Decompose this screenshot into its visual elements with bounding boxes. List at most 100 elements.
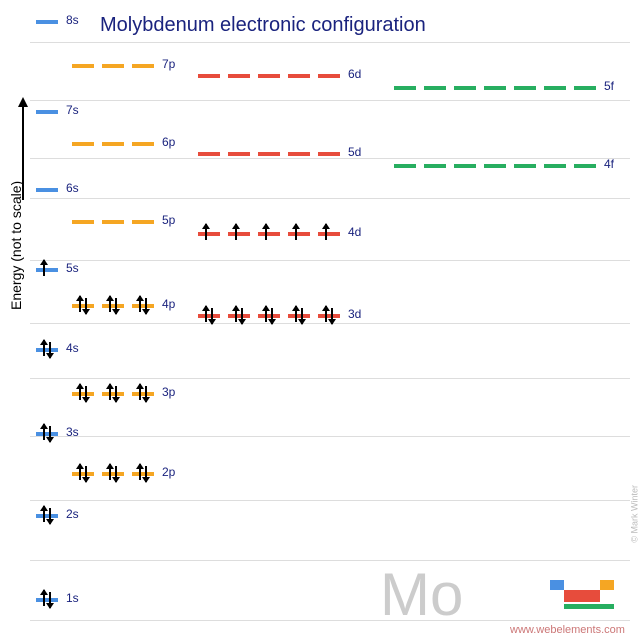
shell-label-1s: 1s [66,591,79,605]
orbital-4d [288,232,310,236]
electron-up [139,384,141,400]
electron-up [79,384,81,400]
orbital-7p [102,64,124,68]
energy-arrow [22,100,24,200]
electron-up [79,464,81,480]
orbital-5d [318,152,340,156]
orbital-3d [318,314,340,318]
orbital-7p [132,64,154,68]
electron-up [205,306,207,322]
electron-down [301,308,303,324]
electron-down [85,466,87,482]
orbital-4p [72,304,94,308]
orbital-4d [258,232,280,236]
orbital-3d [228,314,250,318]
electron-down [331,308,333,324]
shell-label-3s: 3s [66,425,79,439]
logo-block [564,604,614,609]
orbital-5f [454,86,476,90]
shell-label-4s: 4s [66,341,79,355]
gridline [30,500,630,501]
orbital-4f [424,164,446,168]
logo-block [564,590,600,602]
orbital-4s [36,348,58,352]
shell-label-4p: 4p [162,297,175,311]
orbital-5d [288,152,310,156]
orbital-5d [198,152,220,156]
electron-up [205,224,207,240]
gridline [30,620,630,621]
gridline [30,436,630,437]
orbital-3p [102,392,124,396]
shell-label-8s: 8s [66,13,79,27]
orbital-6p [72,142,94,146]
orbital-4f [514,164,536,168]
orbital-4f [454,164,476,168]
orbital-6d [258,74,280,78]
shell-label-4f: 4f [604,157,614,171]
orbital-7p [72,64,94,68]
copyright: © Mark Winter [630,485,640,543]
electron-down [241,308,243,324]
orbital-4d [228,232,250,236]
electron-down [145,298,147,314]
electron-up [235,224,237,240]
electron-down [115,298,117,314]
chart-title: Molybdenum electronic configuration [100,14,426,37]
electron-up [79,296,81,312]
electron-up [43,260,45,276]
orbital-2p [72,472,94,476]
orbital-4f [544,164,566,168]
electron-up [325,306,327,322]
orbital-5f [424,86,446,90]
electron-down [85,386,87,402]
shell-label-3p: 3p [162,385,175,399]
electron-up [43,506,45,522]
orbital-6d [318,74,340,78]
electron-down [145,386,147,402]
electron-up [235,306,237,322]
orbital-4p [132,304,154,308]
shell-label-6p: 6p [162,135,175,149]
orbital-1s [36,598,58,602]
shell-label-3d: 3d [348,307,361,321]
shell-label-5d: 5d [348,145,361,159]
orbital-3p [132,392,154,396]
electron-down [115,466,117,482]
electron-down [211,308,213,324]
orbital-6d [198,74,220,78]
electron-up [265,306,267,322]
orbital-5f [514,86,536,90]
orbital-5f [484,86,506,90]
shell-label-5f: 5f [604,79,614,93]
electron-down [115,386,117,402]
orbital-3d [288,314,310,318]
orbital-4f [574,164,596,168]
orbital-4f [484,164,506,168]
electron-down [49,426,51,442]
orbital-6d [228,74,250,78]
logo-block [550,580,564,590]
y-axis-label: Energy (not to scale) [8,181,24,310]
credit-link[interactable]: www.webelements.com [510,624,625,636]
shell-label-4d: 4d [348,225,361,239]
electron-up [325,224,327,240]
electron-up [295,224,297,240]
shell-label-6d: 6d [348,67,361,81]
electron-down [49,592,51,608]
orbital-5d [228,152,250,156]
electron-up [43,590,45,606]
orbital-5p [72,220,94,224]
orbital-5d [258,152,280,156]
shell-label-7s: 7s [66,103,79,117]
shell-label-2p: 2p [162,465,175,479]
orbital-4d [198,232,220,236]
electron-up [139,464,141,480]
orbital-5f [574,86,596,90]
orbital-2p [132,472,154,476]
orbital-5f [394,86,416,90]
orbital-7s [36,110,58,114]
electron-up [139,296,141,312]
electron-down [49,508,51,524]
orbital-5s [36,268,58,272]
